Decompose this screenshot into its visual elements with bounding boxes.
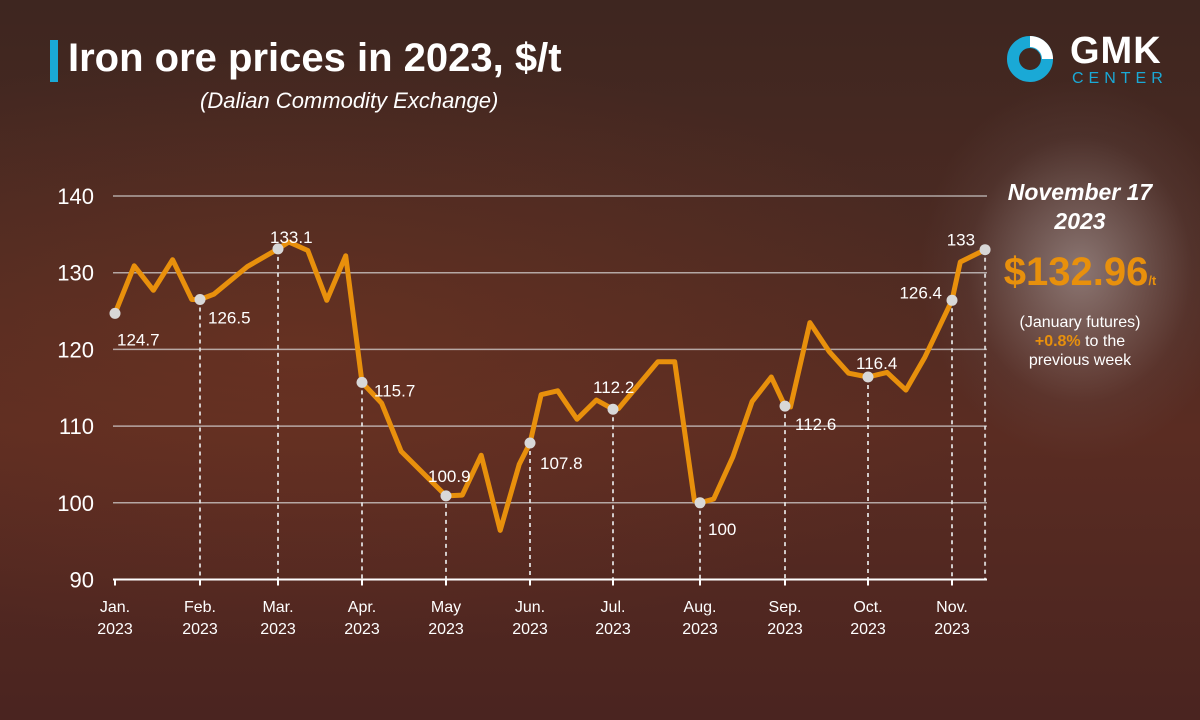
x-tick-label-month: Jan.: [100, 599, 130, 616]
data-label: 107.8: [540, 454, 583, 473]
x-tick-label-year: 2023: [682, 621, 718, 638]
gmk-logo-icon: [1007, 36, 1053, 82]
x-tick-label-month: Jul.: [601, 599, 626, 616]
title-accent-bar: [50, 40, 58, 82]
data-point: [524, 437, 536, 449]
x-tick-label-year: 2023: [182, 621, 218, 638]
note-previous-week: previous week: [1028, 352, 1132, 369]
data-point: [607, 403, 619, 415]
y-tick-label: 90: [70, 568, 94, 593]
latest-price: $132.96/t: [990, 250, 1170, 295]
x-tick-label-year: 2023: [850, 621, 886, 638]
latest-note: (January futures) +0.8% to the previous …: [990, 313, 1170, 370]
latest-date: November 17 2023: [990, 178, 1170, 236]
x-tick-label-month: May: [431, 599, 461, 616]
x-tick-label-month: Apr.: [348, 599, 376, 616]
y-tick-label: 140: [57, 184, 94, 209]
data-label: 115.7: [374, 381, 415, 400]
note-contract: (January futures): [1019, 314, 1141, 331]
data-label: 133: [947, 231, 975, 250]
data-label: 133.1: [270, 228, 313, 247]
x-tick-label-month: Sep.: [769, 599, 802, 616]
y-tick-label: 130: [57, 261, 94, 286]
x-tick-label-year: 2023: [260, 621, 296, 638]
data-label: 116.4: [856, 354, 897, 373]
x-tick-label-month: Aug.: [684, 599, 717, 616]
x-tick-label-month: Jun.: [515, 599, 545, 616]
data-point: [694, 497, 706, 509]
data-point: [272, 243, 284, 255]
data-point: [979, 244, 991, 256]
data-label: 126.5: [208, 309, 251, 328]
page-subtitle: (Dalian Commodity Exchange): [200, 88, 499, 113]
x-tick-label-month: Mar.: [262, 599, 293, 616]
data-label: 126.4: [899, 283, 942, 302]
x-tick-label-year: 2023: [428, 621, 464, 638]
x-tick-label-year: 2023: [767, 621, 803, 638]
data-point: [109, 307, 121, 319]
y-tick-label: 120: [57, 337, 94, 362]
x-tick-label-month: Nov.: [936, 599, 968, 616]
x-tick-label-year: 2023: [512, 621, 548, 638]
x-tick-label-year: 2023: [595, 621, 631, 638]
price-line: [112, 239, 987, 533]
weekly-change: +0.8%: [1034, 333, 1081, 350]
data-label: 112.6: [795, 415, 836, 434]
latest-price-unit: /t: [1148, 273, 1157, 288]
data-label: 124.7: [117, 330, 160, 349]
x-tick-label-year: 2023: [97, 621, 133, 638]
latest-date-line2: 2023: [1054, 208, 1106, 234]
logo-name: GMK: [1070, 30, 1162, 72]
data-label: 100.9: [428, 467, 471, 486]
data-label: 100: [708, 520, 736, 539]
data-point: [862, 371, 874, 383]
note-to-the: to the: [1080, 333, 1126, 350]
data-point: [356, 376, 368, 388]
latest-date-line1: November 17: [1007, 179, 1153, 205]
x-tick-label-month: Feb.: [184, 599, 216, 616]
data-point: [194, 294, 206, 306]
data-point: [440, 490, 452, 502]
x-tick-label-year: 2023: [934, 621, 970, 638]
y-tick-label: 110: [59, 414, 94, 439]
data-point: [779, 400, 791, 412]
page-title: Iron ore prices in 2023, $/t: [68, 36, 562, 80]
y-tick-label: 100: [57, 491, 94, 516]
data-point: [946, 294, 958, 306]
logo-subtitle: CENTER: [1072, 70, 1168, 87]
latest-price-value: $132.96: [1003, 250, 1149, 294]
x-tick-label-year: 2023: [344, 621, 380, 638]
x-tick-label-month: Oct.: [853, 599, 882, 616]
data-label: 112.2: [593, 378, 634, 397]
